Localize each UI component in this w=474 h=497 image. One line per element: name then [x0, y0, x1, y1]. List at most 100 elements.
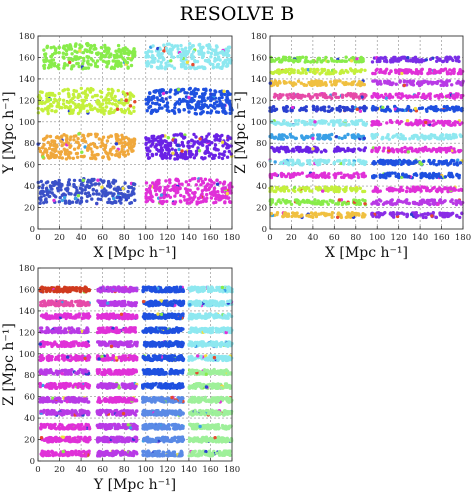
data-point — [289, 108, 293, 113]
data-point — [428, 189, 432, 193]
data-point — [323, 185, 327, 189]
data-point — [392, 134, 397, 138]
y-tick-label: 0 — [262, 225, 267, 235]
data-point — [169, 50, 173, 54]
data-point — [100, 194, 104, 198]
data-point — [428, 94, 432, 98]
data-point — [399, 185, 403, 189]
data-point — [310, 189, 314, 193]
data-point — [173, 111, 177, 115]
x-tick-label: 20 — [286, 233, 297, 243]
data-point — [443, 146, 447, 151]
data-point — [203, 91, 207, 96]
data-point — [338, 159, 342, 163]
data-point — [166, 49, 170, 53]
data-point — [107, 156, 111, 160]
data-point — [190, 139, 195, 143]
data-point — [53, 155, 57, 159]
data-point — [179, 56, 183, 60]
data-point — [331, 93, 335, 97]
x-tick-label: 60 — [329, 233, 340, 243]
data-point — [316, 199, 320, 203]
data-point — [205, 192, 209, 197]
x-tick-label: 180 — [455, 233, 471, 243]
data-point — [441, 59, 445, 64]
data-point — [115, 107, 120, 112]
data-point — [288, 175, 293, 180]
data-point — [422, 123, 426, 127]
data-point — [182, 108, 186, 112]
data-point — [341, 105, 345, 110]
data-point — [209, 289, 213, 294]
data-point — [400, 92, 404, 96]
data-point — [214, 288, 219, 292]
data-point — [77, 132, 81, 136]
data-point — [328, 95, 332, 99]
data-point — [421, 215, 425, 220]
data-point — [431, 123, 435, 127]
data-point — [291, 135, 295, 139]
data-point — [129, 58, 133, 62]
data-point — [155, 147, 159, 152]
point-group-6 — [371, 79, 465, 88]
data-point — [442, 108, 446, 113]
data-point — [371, 79, 375, 83]
data-point — [111, 59, 115, 63]
data-point — [385, 173, 390, 177]
data-point — [201, 199, 205, 204]
data-point — [113, 94, 117, 99]
data-point — [296, 79, 301, 83]
data-point — [420, 106, 425, 110]
data-point — [192, 156, 196, 160]
data-point — [146, 146, 150, 150]
data-point — [209, 51, 214, 56]
data-point — [146, 49, 151, 54]
point-group-7 — [141, 299, 186, 308]
data-point — [132, 105, 136, 110]
data-point — [378, 95, 382, 99]
data-point — [451, 58, 455, 63]
data-point — [297, 118, 301, 123]
data-point — [185, 188, 189, 192]
data-point — [76, 95, 80, 100]
data-point — [221, 194, 225, 198]
data-point — [445, 80, 449, 85]
data-point — [419, 162, 424, 166]
data-point — [434, 105, 438, 109]
data-point — [165, 199, 169, 204]
data-point — [306, 135, 310, 139]
point-group-6 — [144, 132, 234, 161]
data-point — [173, 138, 178, 142]
data-point — [193, 58, 197, 63]
data-point — [221, 144, 225, 148]
data-point — [192, 192, 196, 196]
data-point — [313, 93, 317, 97]
data-point — [39, 198, 43, 202]
data-point — [404, 94, 408, 98]
data-point — [350, 119, 354, 124]
data-point — [195, 200, 199, 204]
data-point — [116, 186, 121, 190]
data-point — [372, 162, 376, 166]
data-point — [112, 196, 116, 201]
data-point — [104, 101, 109, 105]
data-point — [443, 175, 448, 179]
data-point — [418, 59, 422, 63]
data-point — [72, 95, 76, 99]
data-point — [411, 136, 416, 140]
data-point — [193, 195, 197, 199]
data-point — [154, 287, 158, 291]
data-point — [350, 105, 355, 109]
y-tick-label: 40 — [256, 182, 267, 192]
data-point — [445, 70, 449, 74]
data-point — [105, 139, 110, 143]
data-point — [160, 51, 164, 56]
data-point — [104, 150, 108, 154]
data-point — [171, 184, 175, 189]
data-point — [74, 151, 79, 156]
data-point — [201, 45, 205, 50]
data-point — [87, 102, 92, 107]
data-point — [64, 157, 69, 161]
data-point — [323, 121, 327, 125]
data-point — [62, 192, 66, 196]
